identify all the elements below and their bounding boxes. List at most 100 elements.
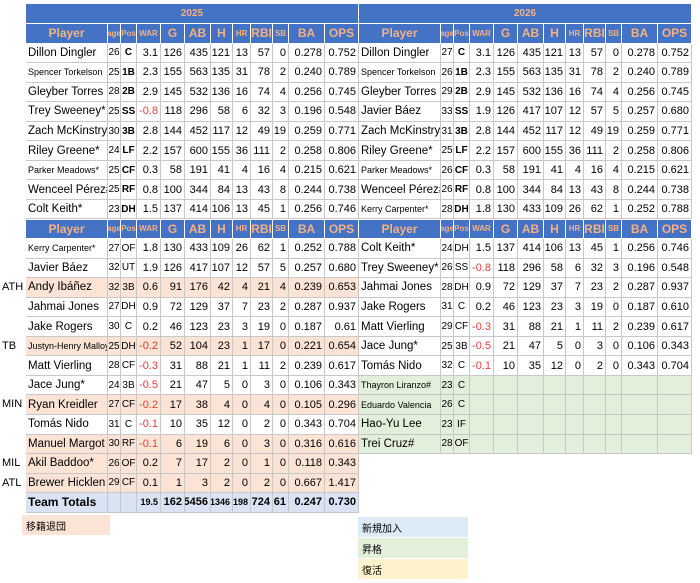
left-bench-row-g: 72 xyxy=(161,297,185,318)
left-starter-row-ops: 0.738 xyxy=(325,180,359,200)
left-starter-row-age: 25 xyxy=(108,180,121,200)
left-bench-row-hr: 0 xyxy=(233,454,251,474)
left-bench-header-sb: SB xyxy=(273,219,289,240)
left-bench-row-sb: 1 xyxy=(273,239,289,259)
left-header-pos: Pos xyxy=(121,24,137,44)
left-bench-header-name: Player xyxy=(26,219,108,240)
left-bench-row-name: Andy Ibáñez xyxy=(26,278,108,298)
right-bench-row-age: 32 xyxy=(441,356,454,376)
left-starter-row-h: 135 xyxy=(211,63,233,83)
right-bench-row-ab: 129 xyxy=(518,278,544,298)
left-starter-row-g: 137 xyxy=(161,199,185,220)
right-bench-row-sb: 2 xyxy=(606,317,622,337)
left-starter-row-g: 144 xyxy=(161,121,185,142)
left-bench-row-age: 32 xyxy=(108,278,121,298)
left-bench-row-ba: 0.667 xyxy=(289,473,325,494)
right-bench-row-name: Hao-Yu Lee xyxy=(359,415,441,435)
right-bench-header-ab: AB xyxy=(518,219,544,240)
right-starter-row-h: 109 xyxy=(544,199,566,220)
right-starter-row-war: 2.3 xyxy=(470,63,494,83)
left-bench-row-ba: 0.239 xyxy=(289,356,325,376)
left-starter-row-g: 155 xyxy=(161,63,185,83)
left-bench-row-rbi: 2 xyxy=(251,473,273,494)
right-starter-row-ab: 452 xyxy=(518,121,544,142)
right-starter-row-sb: 4 xyxy=(606,82,622,103)
left-starter-row-h: 117 xyxy=(211,121,233,142)
left-bench-row-name: Ryan Kreidler xyxy=(26,395,108,415)
right-bench-row-g: 137 xyxy=(494,239,518,259)
left-starter-row-ab: 344 xyxy=(185,180,211,200)
left-starter-row-ops: 0.771 xyxy=(325,121,359,142)
left-bench-row-ops: 0.617 xyxy=(325,356,359,376)
right-bench-row-name: Colt Keith* xyxy=(359,239,441,259)
left-bench-row-rbi: 17 xyxy=(251,336,273,357)
right-bench-row-ab: 414 xyxy=(518,239,544,259)
left-bench-row-hr: 0 xyxy=(233,375,251,396)
left-bench-row-rbi: 3 xyxy=(251,375,273,396)
left-starter-row-sb: 4 xyxy=(273,82,289,103)
right-bench-header-ops: OPS xyxy=(658,219,692,240)
left-bench-row-ba: 0.239 xyxy=(289,278,325,298)
right-bench-row-name: Jace Jung* xyxy=(359,336,441,357)
left-header-ops: OPS xyxy=(325,24,359,44)
left-bench-row-ab: 176 xyxy=(185,278,211,298)
right-starter-row-age: 25 xyxy=(441,141,454,161)
left-starter-row-pos: SS xyxy=(121,102,137,122)
right-bench-row-g: 10 xyxy=(494,356,518,376)
left-bench-row-pos: CF xyxy=(121,473,137,494)
right-starter-row-sb: 5 xyxy=(606,102,622,122)
left-bench-row-name: Jace Jung* xyxy=(26,375,108,396)
left-bench-row-ab: 17 xyxy=(185,454,211,474)
left-bench-row-sb: 2 xyxy=(273,356,289,376)
right-bench-row-g: 46 xyxy=(494,297,518,318)
right-bench-row-age: 28 xyxy=(441,434,454,455)
right-bench-row-ba xyxy=(622,395,658,415)
left-starter-row-name: Parker Meadows* xyxy=(26,160,108,181)
left-starter-row-age: 28 xyxy=(108,82,121,103)
left-bench-row-g: 6 xyxy=(161,434,185,455)
right-bench-row-age: 26 xyxy=(441,258,454,279)
right-starter-row-h: 135 xyxy=(544,63,566,83)
left-starter-row-age: 26 xyxy=(108,43,121,64)
former-team-label: MIN xyxy=(2,398,23,411)
left-bench-row-g: 52 xyxy=(161,336,185,357)
right-starter-row-rbi: 16 xyxy=(584,160,606,181)
right-bench-row-ab xyxy=(518,395,544,415)
left-starter-row-age: 23 xyxy=(108,199,121,220)
left-starter-row-sb: 8 xyxy=(273,180,289,200)
right-starter-row-sb: 19 xyxy=(606,121,622,142)
left-bench-row-pos: 3B xyxy=(121,278,137,298)
left-starter-row-hr: 16 xyxy=(233,82,251,103)
right-bench-row-ba: 0.343 xyxy=(622,356,658,376)
left-starter-row-h: 41 xyxy=(211,160,233,181)
right-bench-row-hr: 0 xyxy=(566,336,584,357)
right-bench-row-ab xyxy=(518,375,544,396)
right-bench-row-name: Trei Cruz# xyxy=(359,434,441,455)
left-starter-row-hr: 31 xyxy=(233,63,251,83)
left-starter-row-ab: 435 xyxy=(185,43,211,64)
former-team-label: ATL xyxy=(2,476,22,489)
left-starter-row-war: 2.8 xyxy=(137,121,161,142)
left-bench-row-h: 107 xyxy=(211,258,233,279)
left-starter-row-name: Trey Sweeney* xyxy=(26,102,108,122)
left-starter-row-rbi: 49 xyxy=(251,121,273,142)
right-bench-row-ops xyxy=(658,375,692,396)
right-bench-row-age: 29 xyxy=(441,317,454,337)
left-bench-header-g: G xyxy=(161,219,185,240)
right-bench-row-sb: 0 xyxy=(606,297,622,318)
left-bench-row-g: 31 xyxy=(161,356,185,376)
right-bench-row-ab: 123 xyxy=(518,297,544,318)
right-starter-row-g: 155 xyxy=(494,63,518,83)
right-starter-row-war: 2.2 xyxy=(470,141,494,161)
right-bench-row-ops: 0.617 xyxy=(658,317,692,337)
right-bench-row-rbi: 11 xyxy=(584,317,606,337)
left-starter-row-age: 25 xyxy=(108,160,121,181)
left-bench-row-sb: 0 xyxy=(273,395,289,415)
left-bench-row-age: 26 xyxy=(108,454,121,474)
left-bench-row-war: -0.2 xyxy=(137,336,161,357)
right-starter-row-war: 3.1 xyxy=(470,43,494,64)
right-bench-row-ba: 0.239 xyxy=(622,317,658,337)
left-starter-row-ba: 0.196 xyxy=(289,102,325,122)
right-bench-row-war: -0.5 xyxy=(470,336,494,357)
left-header-g: G xyxy=(161,24,185,44)
